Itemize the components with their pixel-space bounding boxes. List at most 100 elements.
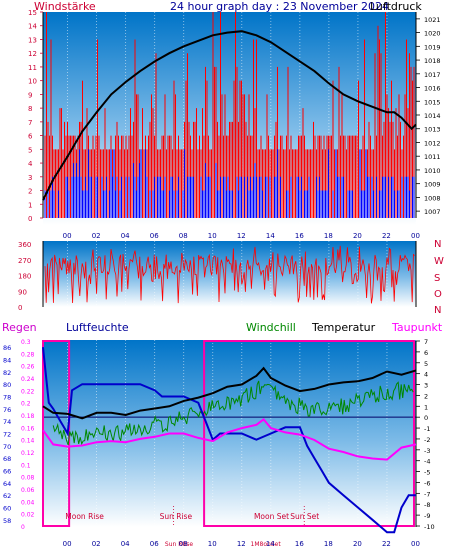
humidity-tick-label: 58 [3, 517, 11, 525]
direction-letter: W [434, 256, 444, 267]
night-box [203, 340, 415, 527]
temp-tick-label: -10 [424, 523, 435, 531]
temp-tick-label: 7 [424, 338, 428, 346]
x-tick-label: 22 [382, 232, 391, 240]
rain-tick-label: 0.3 [21, 339, 31, 346]
x-tick-label: 20 [353, 540, 362, 548]
rain-tick-label: 0.18 [21, 413, 35, 420]
pressure-tick-label: 1013 [424, 126, 441, 134]
humidity-tick-label: 84 [3, 357, 11, 365]
pressure-tick-label: 1009 [424, 181, 441, 189]
x-tick-label: 06 [150, 540, 159, 548]
direction-tick-label: 0 [18, 304, 22, 312]
pressure-line [42, 30, 417, 201]
pressure-tick-label: 1021 [424, 16, 441, 24]
x-tick-label: 06 [150, 232, 159, 240]
tick-overlay: Sun R8se [165, 541, 193, 548]
temp-tick-label: 0 [424, 414, 428, 422]
annotation-label: Moon Set [254, 512, 289, 521]
rain-tick-label: 0.04 [21, 499, 35, 506]
humidity-tick-label: 78 [3, 394, 11, 402]
wind-tick-label: 15 [28, 9, 37, 17]
wind-tick-label: 10 [28, 78, 37, 86]
x-tick-label: 22 [382, 540, 391, 548]
wind-direction-series [44, 245, 415, 304]
dewpoint-series [42, 418, 417, 461]
rain-tick-label: 0.22 [21, 388, 35, 395]
wind-tick-label: 0 [28, 215, 32, 223]
humidity-tick-label: 70 [3, 443, 11, 451]
rain-label: Regen [2, 321, 37, 334]
temp-tick-label: 2 [424, 392, 428, 400]
annotation-label: Moon Rise [65, 512, 104, 521]
direction-tick-label: 360 [18, 241, 31, 249]
wind-tick-label: 14 [28, 23, 37, 31]
wind-tick-label: 6 [28, 133, 33, 141]
x-tick-label: 12 [237, 232, 246, 240]
x-tick-label: 16 [295, 540, 304, 548]
pressure-tick-label: 1011 [424, 153, 441, 161]
temp-tick-label: -9 [424, 512, 430, 520]
wind-tick-label: 13 [28, 36, 37, 44]
axis-ticks: 0000020204040606080810101212141416161818… [3, 9, 444, 548]
x-tick-label: 10 [208, 232, 217, 240]
pressure-tick-label: 1015 [424, 98, 441, 106]
x-tick-label: 00 [411, 232, 420, 240]
temp-tick-label: 1 [424, 403, 428, 411]
x-tick-label: 00 [63, 232, 72, 240]
dewpoint-label: Taupunkt [391, 321, 443, 334]
rain-tick-label: 0.28 [21, 351, 35, 358]
temp-tick-label: -5 [424, 469, 430, 477]
rain-tick-label: 0.14 [21, 438, 35, 445]
header-right-label: Luftdruck [370, 0, 422, 13]
direction-tick-label: 270 [18, 257, 31, 265]
rain-tick-label: 0.24 [21, 376, 35, 383]
humidity-tick-label: 66 [3, 468, 11, 476]
rain-tick-label: 0 [21, 524, 25, 531]
x-tick-label: 14 [266, 540, 275, 548]
pressure-tick-label: 1008 [424, 194, 441, 202]
windchill-label: Windchill [246, 321, 296, 334]
temp-tick-label: 5 [424, 360, 428, 368]
x-tick-label: 04 [121, 232, 130, 240]
annotation-label: Sun Set [290, 512, 319, 521]
pressure-tick-label: 1010 [424, 167, 441, 175]
humidity-tick-label: 76 [3, 406, 11, 414]
rain-tick-label: 0.06 [21, 487, 35, 494]
wind-direction-plot-area [43, 241, 416, 307]
wind-bars [44, 12, 415, 218]
rain-tick-label: 0.26 [21, 364, 35, 371]
humidity-tick-label: 60 [3, 505, 11, 513]
temperature-lines [42, 340, 417, 534]
pressure-tick-label: 1020 [424, 30, 441, 38]
wind-tick-label: 5 [28, 146, 32, 154]
rain-tick-label: 0.12 [21, 450, 35, 457]
x-tick-label: 08 [179, 540, 188, 548]
annotation-label: Sun Rise [160, 512, 193, 521]
pressure-series-line [42, 30, 417, 201]
humidity-tick-label: 68 [3, 455, 11, 463]
x-tick-label: 00 [411, 540, 420, 548]
humidity-tick-label: 82 [3, 369, 11, 377]
direction-letter: N [434, 305, 441, 316]
x-tick-label: 18 [324, 540, 333, 548]
wind-tick-label: 8 [28, 105, 32, 113]
x-tick-label: 12 [237, 540, 246, 548]
humidity-tick-label: 62 [3, 492, 11, 500]
x-tick-label: 16 [295, 232, 304, 240]
temp-tick-label: -2 [424, 436, 430, 444]
x-tick-label: 08 [179, 232, 188, 240]
rain-tick-label: 0.08 [21, 475, 35, 482]
x-tick-label: 04 [121, 540, 130, 548]
wind-tick-label: 2 [28, 188, 32, 196]
x-tick-label: 10 [208, 540, 217, 548]
temperature-series [42, 366, 417, 420]
temp-tick-label: -3 [424, 447, 430, 455]
direction-tick-label: 90 [18, 288, 27, 296]
wind-tick-label: 1 [28, 201, 32, 209]
pressure-tick-label: 1014 [424, 112, 441, 120]
pressure-tick-label: 1018 [424, 57, 441, 65]
